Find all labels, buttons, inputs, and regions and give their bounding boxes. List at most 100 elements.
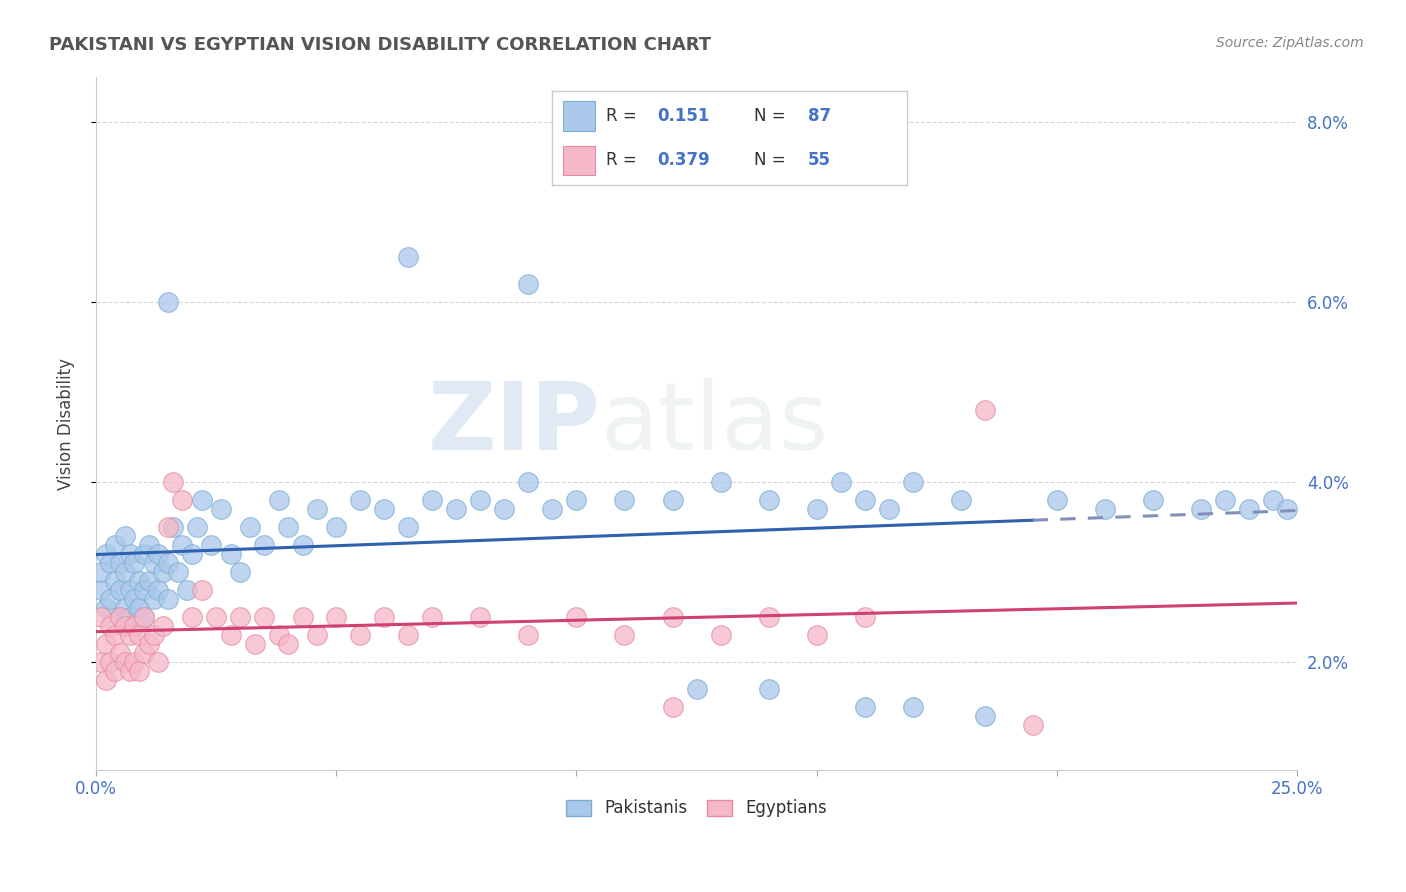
Point	[128, 601, 150, 615]
Point	[114, 601, 136, 615]
Point	[541, 502, 564, 516]
Point	[209, 502, 232, 516]
Text: PAKISTANI VS EGYPTIAN VISION DISABILITY CORRELATION CHART: PAKISTANI VS EGYPTIAN VISION DISABILITY …	[49, 36, 711, 54]
Point	[758, 493, 780, 508]
Point	[124, 655, 146, 669]
Point	[396, 628, 419, 642]
Point	[305, 628, 328, 642]
Point	[373, 610, 395, 624]
Point	[90, 610, 112, 624]
Point	[108, 610, 131, 624]
Point	[190, 583, 212, 598]
Point	[613, 493, 636, 508]
Point	[166, 565, 188, 579]
Point	[118, 664, 141, 678]
Point	[229, 610, 252, 624]
Point	[806, 628, 828, 642]
Point	[267, 493, 290, 508]
Point	[219, 547, 242, 561]
Text: ZIP: ZIP	[427, 377, 600, 470]
Point	[200, 538, 222, 552]
Point	[90, 655, 112, 669]
Point	[1094, 502, 1116, 516]
Point	[162, 520, 184, 534]
Point	[124, 619, 146, 633]
Point	[176, 583, 198, 598]
Point	[108, 583, 131, 598]
Point	[853, 610, 876, 624]
Point	[118, 628, 141, 642]
Point	[565, 493, 588, 508]
Point	[152, 565, 174, 579]
Point	[157, 556, 180, 570]
Point	[1046, 493, 1069, 508]
Point	[517, 628, 540, 642]
Point	[685, 681, 707, 696]
Point	[710, 475, 733, 490]
Point	[901, 700, 924, 714]
Point	[758, 681, 780, 696]
Point	[148, 583, 170, 598]
Point	[253, 538, 276, 552]
Point	[108, 610, 131, 624]
Point	[661, 700, 683, 714]
Point	[219, 628, 242, 642]
Point	[124, 592, 146, 607]
Point	[181, 547, 204, 561]
Point	[94, 547, 117, 561]
Point	[420, 610, 443, 624]
Point	[239, 520, 262, 534]
Point	[325, 610, 347, 624]
Point	[104, 538, 127, 552]
Point	[373, 502, 395, 516]
Point	[100, 655, 122, 669]
Point	[1261, 493, 1284, 508]
Point	[470, 493, 492, 508]
Point	[124, 556, 146, 570]
Point	[114, 565, 136, 579]
Point	[1277, 502, 1299, 516]
Point	[157, 295, 180, 310]
Point	[132, 610, 155, 624]
Text: Source: ZipAtlas.com: Source: ZipAtlas.com	[1216, 36, 1364, 50]
Point	[114, 529, 136, 543]
Point	[190, 493, 212, 508]
Point	[114, 655, 136, 669]
Point	[172, 538, 194, 552]
Point	[1189, 502, 1212, 516]
Point	[277, 637, 299, 651]
Point	[877, 502, 900, 516]
Point	[157, 592, 180, 607]
Point	[172, 493, 194, 508]
Point	[132, 646, 155, 660]
Point	[973, 403, 995, 417]
Point	[186, 520, 208, 534]
Point	[305, 502, 328, 516]
Point	[142, 592, 165, 607]
Point	[132, 583, 155, 598]
Point	[853, 700, 876, 714]
Point	[613, 628, 636, 642]
Point	[94, 673, 117, 687]
Point	[104, 574, 127, 588]
Point	[1213, 493, 1236, 508]
Point	[100, 592, 122, 607]
Point	[830, 475, 852, 490]
Text: atlas: atlas	[600, 377, 828, 470]
Point	[661, 610, 683, 624]
Point	[100, 556, 122, 570]
Point	[148, 547, 170, 561]
Point	[104, 664, 127, 678]
Point	[710, 628, 733, 642]
Point	[162, 475, 184, 490]
Point	[205, 610, 228, 624]
Y-axis label: Vision Disability: Vision Disability	[58, 358, 75, 490]
Point	[148, 655, 170, 669]
Point	[901, 475, 924, 490]
Point	[1237, 502, 1260, 516]
Point	[118, 583, 141, 598]
Point	[118, 610, 141, 624]
Point	[291, 610, 314, 624]
Point	[142, 556, 165, 570]
Point	[142, 628, 165, 642]
